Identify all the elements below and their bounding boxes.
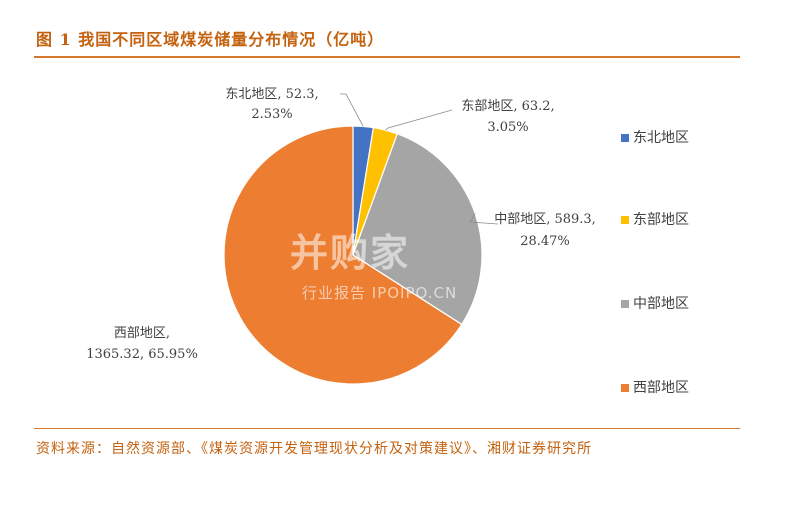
legend-label-northeast: 东北地区 — [633, 130, 689, 146]
data-label-west-line1: 西部地区, — [114, 326, 170, 341]
data-label-northeast-line2: 2.53% — [251, 107, 292, 122]
legend-swatch-east — [621, 216, 629, 224]
leader-line-northeast — [340, 93, 364, 127]
leader-line-central — [469, 213, 499, 225]
watermark-sub: 行业报告 IPOIPO.CN — [302, 284, 458, 302]
source-rule — [34, 428, 740, 429]
data-labels: 东北地区, 52.3, 2.53% 东部地区, 63.2, 3.05% 中部地区, 58… — [86, 87, 596, 362]
legend-label-central: 中部地区 — [633, 296, 689, 312]
title-rule — [34, 56, 740, 58]
data-label-west-line2: 1365.32, 65.95% — [86, 347, 198, 362]
pie-slice-west — [223, 125, 463, 385]
legend-label-west: 西部地区 — [633, 380, 689, 396]
data-label-northeast-line1: 东北地区, 52.3, — [225, 87, 318, 102]
leader-lines — [340, 93, 499, 225]
legend-swatch-central — [621, 300, 629, 308]
source-note: 资料来源：自然资源部、《煤炭资源开发管理现状分析及对策建议》、湘财证券研究所 — [36, 441, 592, 457]
legend-label-east: 东部地区 — [633, 212, 689, 228]
pie-slices — [223, 125, 483, 385]
data-label-central-line1: 中部地区, 589.3, — [494, 212, 596, 227]
data-label-east-line2: 3.05% — [487, 120, 528, 135]
legend-swatch-northeast — [621, 134, 629, 142]
data-label-central-line2: 28.47% — [520, 234, 570, 249]
leader-line-east — [385, 109, 453, 131]
watermark-logo: 并购家 — [290, 231, 411, 275]
legend-swatch-west — [621, 384, 629, 392]
data-label-east-line1: 东部地区, 63.2, — [461, 99, 554, 114]
figure-title: 图 1 我国不同区域煤炭储量分布情况（亿吨） — [36, 30, 385, 49]
